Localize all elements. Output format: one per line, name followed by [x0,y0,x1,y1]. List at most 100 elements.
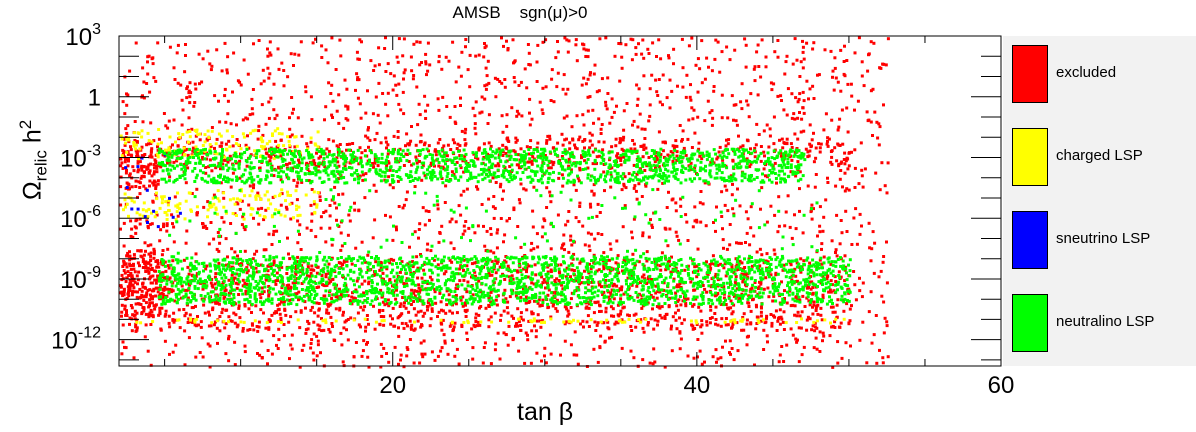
data-point [732,103,736,107]
data-point [566,87,570,91]
data-point [796,171,800,175]
data-point [505,137,509,141]
data-point [437,310,441,314]
data-point [672,62,675,66]
data-point [359,305,363,309]
data-point [168,135,172,139]
data-point [675,327,679,331]
data-point [284,199,287,203]
data-point [141,260,145,264]
data-point [141,208,145,212]
data-point [656,323,659,327]
data-point [130,293,134,297]
data-point [185,303,189,307]
data-point [630,329,634,332]
data-point [665,163,669,167]
data-point [802,259,806,263]
data-point [439,170,443,174]
data-point [872,333,876,337]
data-point [612,297,616,301]
data-point [441,318,445,322]
data-point [243,304,247,308]
data-point [489,227,493,231]
data-point [231,212,235,215]
data-point [429,317,433,321]
data-point [570,170,573,174]
data-point [198,82,201,86]
data-point [580,276,584,280]
data-point [337,164,341,168]
data-point [130,185,134,189]
data-point [309,308,313,312]
data-point [503,233,507,237]
data-point [209,203,213,207]
data-point [330,243,334,247]
data-point [583,243,587,247]
data-point [471,106,475,110]
data-point [128,264,132,268]
data-point [275,229,279,233]
data-point [853,186,857,189]
data-point [628,294,632,298]
data-point [484,306,488,310]
data-point [437,54,441,58]
data-point [419,325,423,329]
data-point [772,248,776,252]
data-point [625,102,629,105]
data-point [393,345,397,349]
data-point [147,171,151,174]
data-point [622,149,626,153]
data-point [288,161,292,165]
data-point [641,155,645,159]
data-point [608,258,611,262]
data-point [627,317,631,321]
data-point [626,276,630,280]
data-point [729,299,733,303]
data-point [462,321,466,324]
data-point [489,315,493,319]
data-point [677,238,681,242]
data-point [271,263,275,267]
data-point [530,117,534,121]
data-point [317,302,321,305]
data-point [126,251,130,255]
data-point [798,111,801,114]
data-point [608,121,612,125]
data-point [293,52,297,56]
data-point [744,43,748,47]
data-point [148,222,152,226]
data-point [164,269,168,273]
data-point [791,62,795,66]
data-point [793,313,797,317]
data-point [801,45,805,49]
data-point [542,217,546,221]
data-point [119,157,123,161]
data-point [156,179,160,183]
data-point [322,294,326,298]
data-point [812,97,816,100]
data-point [246,328,250,332]
data-point [279,138,283,142]
data-point [456,283,460,287]
data-point [184,241,188,245]
data-point [546,270,550,274]
data-point [733,318,737,322]
data-point [131,313,135,317]
data-point [850,243,854,246]
data-point [314,37,317,41]
data-point [884,63,888,67]
data-point [734,119,738,123]
data-point [634,52,638,56]
data-point [274,279,278,283]
data-point [610,166,614,170]
data-point [556,50,560,54]
data-point [340,343,344,347]
data-point [869,40,873,44]
data-point [213,146,216,150]
data-point [165,224,169,228]
data-point [329,92,333,95]
data-point [564,275,568,279]
data-point [391,238,395,242]
data-point [168,325,172,329]
